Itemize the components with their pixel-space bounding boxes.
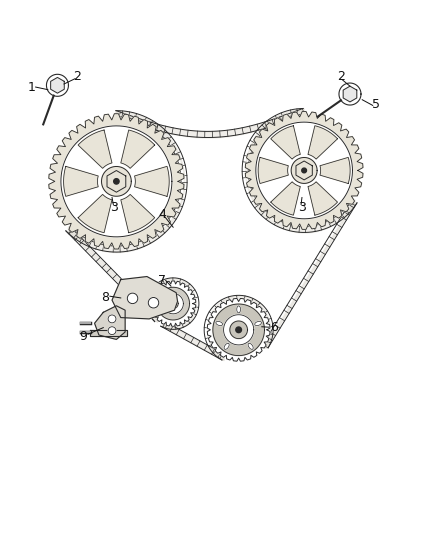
Polygon shape — [78, 130, 112, 168]
Text: 9: 9 — [80, 330, 88, 343]
Polygon shape — [102, 166, 131, 196]
Polygon shape — [245, 111, 363, 229]
Polygon shape — [320, 157, 350, 183]
Polygon shape — [107, 171, 126, 192]
Circle shape — [148, 297, 159, 308]
Ellipse shape — [216, 321, 223, 326]
Ellipse shape — [255, 321, 261, 326]
Text: 6: 6 — [270, 321, 278, 334]
Circle shape — [236, 327, 241, 333]
Polygon shape — [271, 182, 300, 215]
Polygon shape — [163, 293, 184, 314]
Text: 5: 5 — [372, 99, 380, 111]
Circle shape — [114, 179, 119, 184]
Polygon shape — [207, 298, 270, 361]
Text: 7: 7 — [158, 274, 166, 287]
Ellipse shape — [248, 343, 253, 349]
Circle shape — [171, 302, 175, 305]
Polygon shape — [151, 281, 196, 326]
Polygon shape — [230, 321, 247, 338]
Polygon shape — [121, 195, 155, 233]
Polygon shape — [49, 114, 184, 249]
Text: 1: 1 — [27, 81, 35, 94]
Polygon shape — [95, 306, 125, 340]
Polygon shape — [343, 86, 357, 102]
Ellipse shape — [237, 306, 240, 313]
Polygon shape — [308, 126, 338, 159]
Polygon shape — [308, 182, 338, 215]
Polygon shape — [258, 157, 288, 183]
Polygon shape — [256, 122, 353, 219]
Polygon shape — [296, 161, 312, 180]
Polygon shape — [51, 77, 64, 93]
Polygon shape — [213, 304, 265, 356]
Polygon shape — [223, 314, 254, 345]
Polygon shape — [168, 298, 178, 309]
Polygon shape — [78, 195, 112, 233]
Ellipse shape — [224, 343, 229, 349]
Polygon shape — [157, 287, 190, 320]
Circle shape — [108, 327, 116, 335]
Polygon shape — [64, 166, 98, 196]
Text: 8: 8 — [102, 290, 110, 304]
Polygon shape — [112, 277, 177, 319]
Polygon shape — [271, 126, 300, 159]
Polygon shape — [46, 74, 68, 96]
Polygon shape — [339, 83, 361, 105]
Text: 2: 2 — [337, 70, 345, 83]
Circle shape — [108, 315, 116, 323]
Polygon shape — [90, 330, 127, 336]
Text: 3: 3 — [298, 201, 306, 214]
Text: 4: 4 — [158, 208, 166, 221]
Polygon shape — [291, 157, 317, 183]
Text: 2: 2 — [73, 70, 81, 83]
Circle shape — [302, 168, 307, 173]
Text: 3: 3 — [110, 201, 118, 214]
Polygon shape — [61, 126, 172, 237]
Circle shape — [127, 293, 138, 304]
Polygon shape — [134, 166, 169, 196]
Polygon shape — [121, 130, 155, 168]
